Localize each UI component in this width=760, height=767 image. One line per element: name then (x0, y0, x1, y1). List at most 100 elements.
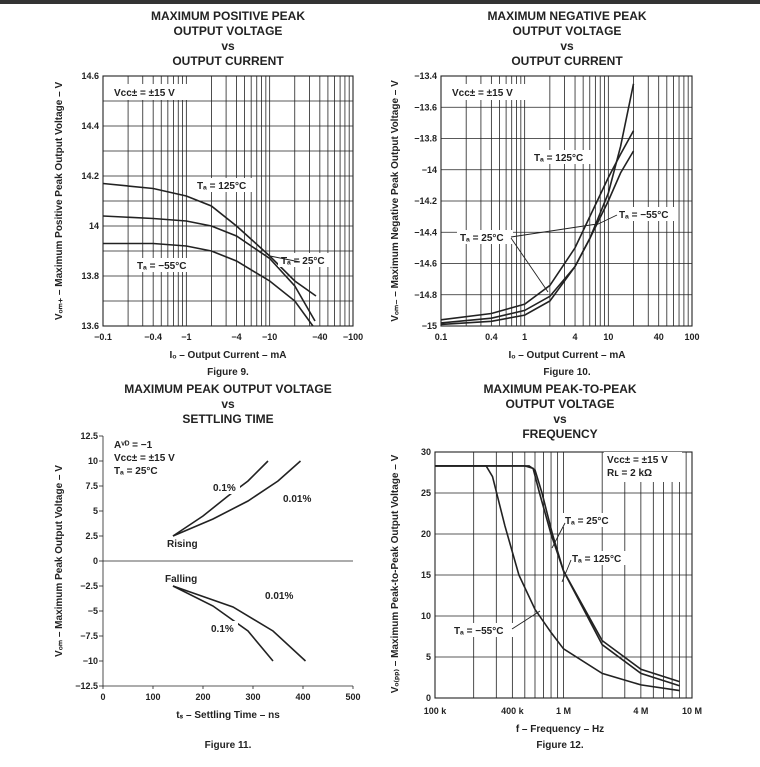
y-tick-label: 12.5 (80, 431, 98, 441)
chart-title-line: MAXIMUM NEGATIVE PEAK (487, 9, 646, 23)
y-tick-label: 5 (93, 506, 98, 516)
x-tick-label: 100 (684, 332, 699, 342)
y-tick-label: 13.8 (81, 271, 99, 281)
y-tick-label: 2.5 (85, 531, 98, 541)
leader-line (269, 255, 301, 263)
y-tick-label: −2.5 (80, 581, 98, 591)
y-tick-label: −14.2 (414, 196, 437, 206)
y-tick-label: −14.4 (414, 227, 437, 237)
x-tick-label: 10 (603, 332, 613, 342)
rising-0p01-label: 0.01% (283, 494, 311, 505)
chart-title-line: MAXIMUM PEAK OUTPUT VOLTAGE (124, 382, 332, 396)
top-rule (0, 0, 760, 4)
series-line (172, 585, 274, 662)
leader-line (510, 223, 598, 238)
x-tick-label: 4 (573, 332, 578, 342)
y-tick-label: 14 (89, 221, 99, 231)
y-tick-label: 13.6 (81, 321, 99, 331)
y-axis-label: Vₒₘ₋ – Maximum Negative Peak Output Volt… (390, 80, 401, 322)
x-tick-label: 500 (345, 692, 360, 702)
y-tick-label: −15 (422, 321, 437, 331)
y-tick-label: −10 (83, 656, 98, 666)
x-tick-label: 1 M (556, 706, 571, 716)
series-label-125c: Tₐ = 125°C (534, 153, 583, 164)
x-tick-label: −4 (231, 332, 241, 342)
falling-0p01-label: 0.01% (265, 591, 293, 602)
chart-title-line: vs (553, 412, 567, 426)
x-tick-label: 0.1 (435, 332, 448, 342)
figure-label: Figure 10. (543, 367, 590, 378)
plot-frame (440, 75, 693, 327)
condition-annotation: Rʟ = 2 kΩ (607, 468, 652, 479)
series-label-125c: Tₐ = 125°C (572, 554, 621, 565)
y-tick-label: 0 (426, 693, 431, 703)
label-bg (451, 623, 513, 637)
x-tick-label: −1 (181, 332, 191, 342)
leader-line (593, 214, 618, 227)
x-tick-label: 400 k (501, 706, 525, 716)
y-tick-label: −13.4 (414, 71, 437, 81)
label-bg (208, 621, 238, 635)
x-tick-label: 100 (145, 692, 160, 702)
label-bg (616, 207, 678, 221)
label-bg (194, 178, 254, 192)
label-bg (210, 480, 240, 494)
y-tick-label: 14.4 (81, 121, 99, 131)
x-tick-label: 200 (195, 692, 210, 702)
chart-title-line: MAXIMUM POSITIVE PEAK (151, 9, 305, 23)
series-label-125c: Tₐ = 125°C (197, 181, 246, 192)
plot-frame (434, 451, 693, 699)
y-tick-label: 14.6 (81, 71, 99, 81)
annotation-box (449, 84, 545, 100)
chart-title-line: SETTLING TIME (182, 412, 273, 426)
series-label-m55c: Tₐ = −55°C (137, 261, 186, 272)
y-tick-label: 10 (421, 611, 431, 621)
y-tick-label: 5 (426, 652, 431, 662)
annotation-box (111, 84, 207, 100)
x-tick-label: 400 (295, 692, 310, 702)
falling-label: Falling (165, 574, 197, 585)
y-tick-label: −14.6 (414, 259, 437, 269)
y-tick-label: 0 (93, 556, 98, 566)
leader-line (510, 237, 549, 293)
condition-annotation: Aᵛᴰ = −1 (114, 440, 153, 451)
y-tick-label: −13.8 (414, 134, 437, 144)
label-bg (531, 150, 593, 164)
label-bg (280, 491, 316, 505)
series-line (102, 215, 316, 322)
chart-title-line: OUTPUT CURRENT (511, 54, 623, 68)
y-tick-label: −12.5 (75, 681, 98, 691)
figure-label: Figure 12. (536, 740, 583, 751)
series-line (103, 242, 314, 327)
chart-title-line: vs (560, 39, 574, 53)
x-tick-label: −100 (343, 332, 363, 342)
y-axis-label: Vₒ₍ₚₚ₎ – Maximum Peak-to-Peak Output Vol… (390, 454, 401, 693)
y-tick-label: 15 (421, 570, 431, 580)
chart-title-line: OUTPUT VOLTAGE (513, 24, 622, 38)
y-tick-label: 30 (421, 447, 431, 457)
label-bg (262, 588, 298, 602)
series-label-25c: Tₐ = 25°C (281, 256, 325, 267)
falling-0p1-label: 0.1% (211, 624, 234, 635)
label-bg (562, 513, 618, 527)
series-label-25c: Tₐ = 25°C (460, 233, 504, 244)
x-tick-label: 10 M (682, 706, 702, 716)
series-line (172, 585, 307, 662)
plot-frame (102, 75, 354, 327)
rising-label: Rising (167, 539, 198, 550)
x-tick-label: −10 (262, 332, 277, 342)
x-tick-label: 100 k (424, 706, 448, 716)
x-tick-label: 4 M (633, 706, 648, 716)
x-tick-label: 0 (100, 692, 105, 702)
label-bg (457, 230, 513, 244)
y-axis-label: Vₒₘ – Maximum Peak Output Voltage – V (54, 465, 65, 657)
condition-annotation: Vᴄᴄ± = ±15 V (114, 453, 175, 464)
series-label-m55c: Tₐ = −55°C (619, 210, 668, 221)
leader-line (551, 522, 566, 549)
x-tick-label: 300 (245, 692, 260, 702)
